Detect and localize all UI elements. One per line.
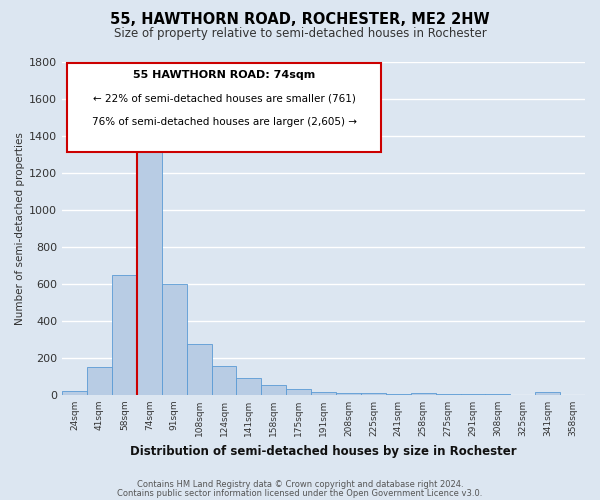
Bar <box>485 394 511 395</box>
X-axis label: Distribution of semi-detached houses by size in Rochester: Distribution of semi-detached houses by … <box>130 444 517 458</box>
Text: 55 HAWTHORN ROAD: 74sqm: 55 HAWTHORN ROAD: 74sqm <box>133 70 316 80</box>
Bar <box>436 394 461 395</box>
Text: Contains public sector information licensed under the Open Government Licence v3: Contains public sector information licen… <box>118 489 482 498</box>
FancyBboxPatch shape <box>67 63 381 152</box>
Bar <box>212 366 236 395</box>
Y-axis label: Number of semi-detached properties: Number of semi-detached properties <box>15 132 25 324</box>
Bar <box>112 274 137 395</box>
Bar <box>137 138 162 395</box>
Bar <box>535 392 560 395</box>
Bar <box>461 394 485 395</box>
Bar <box>236 378 262 395</box>
Bar <box>87 367 112 395</box>
Text: Contains HM Land Registry data © Crown copyright and database right 2024.: Contains HM Land Registry data © Crown c… <box>137 480 463 489</box>
Text: Size of property relative to semi-detached houses in Rochester: Size of property relative to semi-detach… <box>113 28 487 40</box>
Bar <box>187 344 212 395</box>
Bar <box>262 384 286 395</box>
Bar <box>361 393 386 395</box>
Text: ← 22% of semi-detached houses are smaller (761): ← 22% of semi-detached houses are smalle… <box>93 93 356 103</box>
Bar <box>411 393 436 395</box>
Bar <box>336 393 361 395</box>
Bar <box>311 392 336 395</box>
Bar <box>162 284 187 395</box>
Bar <box>286 390 311 395</box>
Bar <box>386 394 411 395</box>
Bar <box>62 391 87 395</box>
Text: 55, HAWTHORN ROAD, ROCHESTER, ME2 2HW: 55, HAWTHORN ROAD, ROCHESTER, ME2 2HW <box>110 12 490 28</box>
Text: 76% of semi-detached houses are larger (2,605) →: 76% of semi-detached houses are larger (… <box>92 116 357 126</box>
